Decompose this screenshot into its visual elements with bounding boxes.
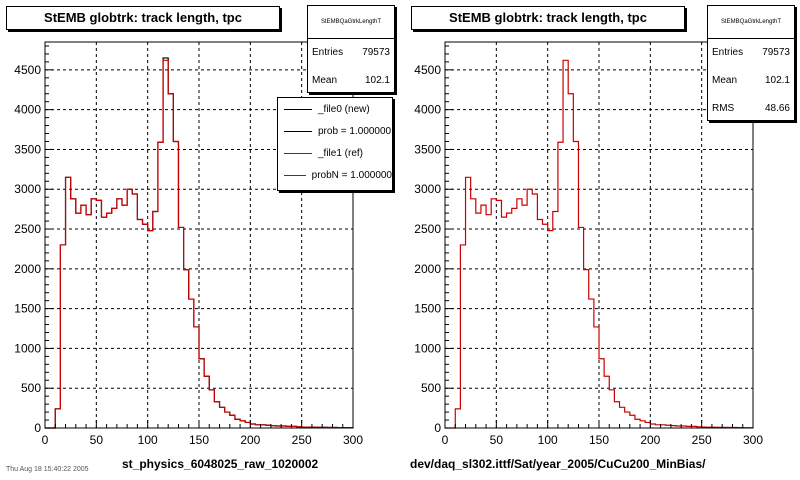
legend-entry: probN = 1.000000: [278, 164, 392, 186]
x-tick-label: 100: [138, 433, 158, 447]
legend-label: _file1 (ref): [318, 147, 364, 159]
y-tick-label: 1500: [14, 302, 41, 316]
x-tick-label: 50: [90, 433, 104, 447]
stat-value: 102.1: [764, 75, 790, 86]
left-stats-row-mean: Mean 102.1: [308, 67, 394, 95]
legend-entry: _file0 (new): [278, 98, 392, 120]
right-chart-title-text: StEMB globtrk: track length, tpc: [449, 10, 647, 25]
x-tick-label: 150: [589, 433, 609, 447]
legend-line-swatch: [284, 130, 312, 132]
stat-label: Mean: [312, 75, 338, 86]
legend-entry: prob = 1.000000: [278, 120, 392, 142]
legend-line-swatch: [284, 108, 312, 110]
right-histogram-panel: 0 50 100 150 200 250 3000500100015002000250030…: [414, 41, 763, 447]
y-tick-label: 500: [21, 381, 41, 395]
legend-entry: _file1 (ref): [278, 142, 392, 164]
left-chart-title: StEMB globtrk: track length, tpc: [6, 6, 280, 30]
left-legend: _file0 (new) prob = 1.000000 _file1 (ref…: [277, 97, 393, 191]
x-tick-label: 100: [538, 433, 558, 447]
y-tick-label: 3000: [14, 182, 41, 196]
stat-label: Mean: [712, 75, 738, 86]
x-tick-label: 150: [189, 433, 209, 447]
left-chart-title-text: StEMB globtrk: track length, tpc: [44, 10, 242, 25]
legend-label: prob = 1.000000: [318, 125, 392, 137]
x-tick-label: 50: [490, 433, 504, 447]
y-tick-label: 3500: [14, 142, 41, 156]
x-tick-label: 300: [343, 433, 363, 447]
y-tick-label: 1500: [414, 302, 441, 316]
stat-label: RMS: [712, 103, 735, 114]
y-tick-label: 2500: [14, 222, 41, 236]
legend-label: _file0 (new): [318, 103, 370, 115]
footer-timestamp: Thu Aug 18 15:40:22 2005: [6, 466, 89, 473]
left-stats-box: StEMBQaGtrkLengthT Entries 79573 Mean 10…: [307, 5, 395, 93]
y-tick-label: 500: [421, 381, 441, 395]
x-tick-label: 250: [692, 433, 712, 447]
left-histogram-panel: 0 50 100 150 200 250 3000500100015002000250030…: [14, 41, 363, 447]
right-stats-box: StEMBQaGtrkLengthT Entries 79573 Mean 10…: [707, 5, 795, 121]
y-tick-label: 3500: [414, 142, 441, 156]
y-tick-label: 4000: [14, 103, 41, 117]
histogram-series-0: [445, 59, 754, 429]
y-tick-label: 1000: [414, 341, 441, 355]
y-tick-label: 0: [434, 421, 441, 435]
stat-value: 79573: [362, 47, 390, 58]
x-tick-label: 0: [442, 433, 449, 447]
y-tick-label: 4000: [414, 103, 441, 117]
x-tick-label: 250: [292, 433, 312, 447]
right-x-caption: dev/daq_sl302.ittf/Sat/year_2005/CuCu200…: [410, 457, 706, 471]
y-tick-label: 3000: [414, 182, 441, 196]
right-stats-row-entries: Entries 79573: [708, 39, 794, 67]
stat-label: Entries: [312, 47, 344, 58]
legend-label: probN = 1.000000: [311, 169, 392, 181]
stat-value: 79573: [762, 47, 790, 58]
left-x-caption: st_physics_6048025_raw_1020002: [122, 457, 319, 471]
x-tick-label: 0: [42, 433, 49, 447]
right-stats-name: StEMBQaGtrkLengthT: [708, 6, 794, 39]
right-stats-row-rms: RMS 48.66: [708, 95, 794, 123]
legend-line-swatch: [284, 174, 306, 176]
y-tick-label: 2000: [14, 262, 41, 276]
legend-line-swatch: [284, 152, 312, 154]
y-tick-label: 4500: [14, 63, 41, 77]
y-tick-label: 4500: [414, 63, 441, 77]
stat-label: Entries: [712, 47, 744, 58]
y-tick-label: 0: [34, 421, 41, 435]
y-tick-label: 2000: [414, 262, 441, 276]
left-stats-name: StEMBQaGtrkLengthT: [308, 6, 394, 39]
y-tick-label: 1000: [14, 341, 41, 355]
right-stats-row-mean: Mean 102.1: [708, 67, 794, 95]
y-tick-label: 2500: [414, 222, 441, 236]
stat-value: 48.66: [764, 103, 790, 114]
left-stats-row-entries: Entries 79573: [308, 39, 394, 67]
x-tick-label: 300: [743, 433, 763, 447]
x-tick-label: 200: [640, 433, 660, 447]
stat-value: 102.1: [364, 75, 390, 86]
x-tick-label: 200: [240, 433, 260, 447]
histogram-series-1: [45, 59, 354, 429]
right-chart-title: StEMB globtrk: track length, tpc: [411, 6, 685, 30]
